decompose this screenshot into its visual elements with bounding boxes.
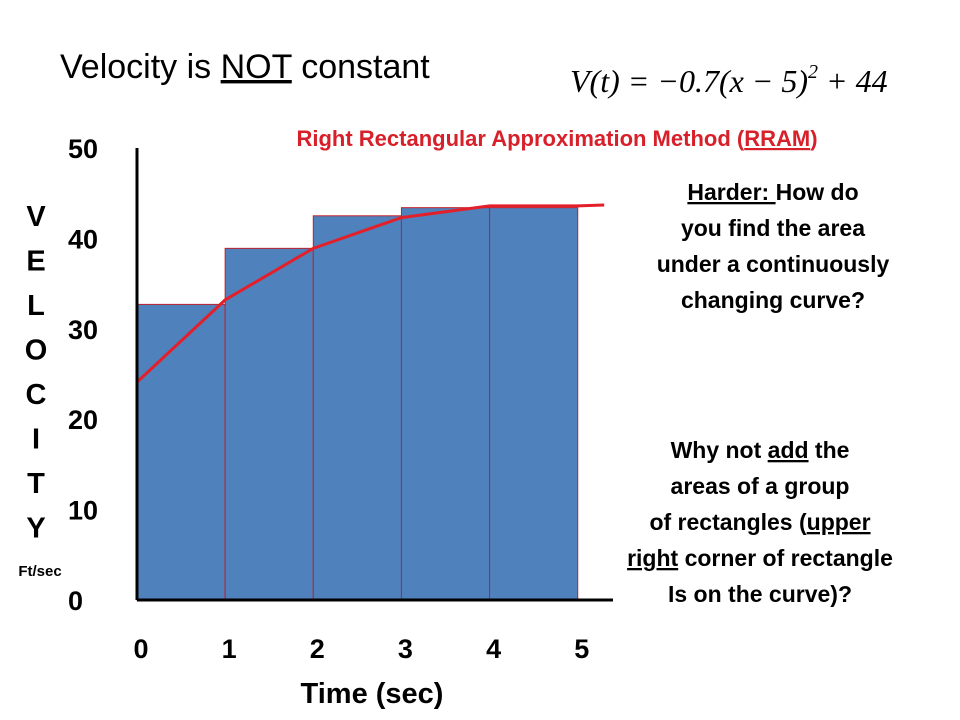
bar (136, 303, 226, 601)
title: Velocity is NOT constant (60, 48, 430, 86)
formula-base: V(t) = −0.7(x − 5) (570, 63, 808, 99)
x-tick-label: 2 (310, 634, 325, 664)
annotation-line-part: you find the area (681, 215, 865, 241)
x-axis-label: Time (sec) (301, 678, 444, 710)
title-part: NOT (221, 48, 292, 86)
y-tick-label: 40 (68, 224, 98, 254)
x-tick-label: 4 (486, 634, 501, 664)
y-axis-label-letter: V (26, 201, 46, 233)
y-axis-unit: Ft/sec (18, 563, 61, 580)
annotation-line-part: under a continuously (657, 251, 890, 277)
formula: V(t) = −0.7(x − 5)2 + 44 (570, 61, 888, 99)
y-axis-label-letter: C (26, 379, 47, 411)
annotation-line: right corner of rectangle (627, 545, 893, 571)
annotation-line-part: How do (776, 179, 859, 205)
annotation-line: Why not add the (671, 437, 850, 463)
bar (400, 207, 491, 601)
y-axis-label-letter: L (27, 290, 45, 322)
y-tick-label: 50 (68, 134, 98, 164)
annotation-line-part: Is on the curve)? (668, 581, 852, 607)
formula-tail: + 44 (818, 63, 888, 99)
formula-power: 2 (808, 61, 818, 83)
subtitle-part: ) (810, 126, 817, 151)
annotation-line-part: Why not (671, 437, 768, 463)
annotation-line: under a continuously (657, 251, 890, 277)
title-part: constant (292, 48, 431, 86)
x-tick-label: 5 (574, 634, 589, 664)
y-tick-label: 30 (68, 315, 98, 345)
annotation-line-part: corner of rectangle (678, 545, 893, 571)
y-tick-label: 0 (68, 586, 83, 616)
annotation-line-part: add (768, 437, 809, 463)
annotation-line: you find the area (681, 215, 865, 241)
annotation-line-part: of rectangles ( (649, 509, 807, 535)
annotation-line-part: upper (807, 509, 871, 535)
annotation-line: of rectangles (upper (649, 509, 870, 535)
annotation-line-part: the (809, 437, 850, 463)
annotation-line-part: areas of a group (671, 473, 850, 499)
annotation-line-part: changing curve? (681, 287, 865, 313)
y-tick-label: 10 (68, 496, 98, 526)
annotation-line: Is on the curve)? (668, 581, 852, 607)
y-axis-label-letter: E (26, 246, 45, 278)
title-part: Velocity is (60, 48, 221, 86)
y-axis-label-letter: O (25, 335, 48, 367)
subtitle-part: Right Rectangular Approximation Method ( (296, 126, 744, 151)
y-axis-label-letter: Y (26, 513, 45, 545)
annotation-line: changing curve? (681, 287, 865, 313)
curve (135, 203, 605, 384)
x-tick-label: 0 (133, 634, 148, 664)
y-axis-label-letter: I (32, 424, 40, 456)
x-tick-label: 3 (398, 634, 413, 664)
subtitle-part: RRAM (744, 126, 810, 151)
annotation-line-part: Harder: (687, 179, 775, 205)
subtitle: Right Rectangular Approximation Method (… (296, 126, 817, 151)
annotation-line: areas of a group (671, 473, 850, 499)
bar (312, 215, 402, 601)
bar (224, 247, 314, 601)
annotation-line-part: right (627, 545, 678, 571)
y-axis-label-letter: T (27, 468, 45, 500)
x-tick-label: 1 (222, 634, 237, 664)
y-tick-label: 20 (68, 405, 98, 435)
bar (489, 207, 579, 601)
annotation-line: Harder: How do (687, 179, 858, 205)
